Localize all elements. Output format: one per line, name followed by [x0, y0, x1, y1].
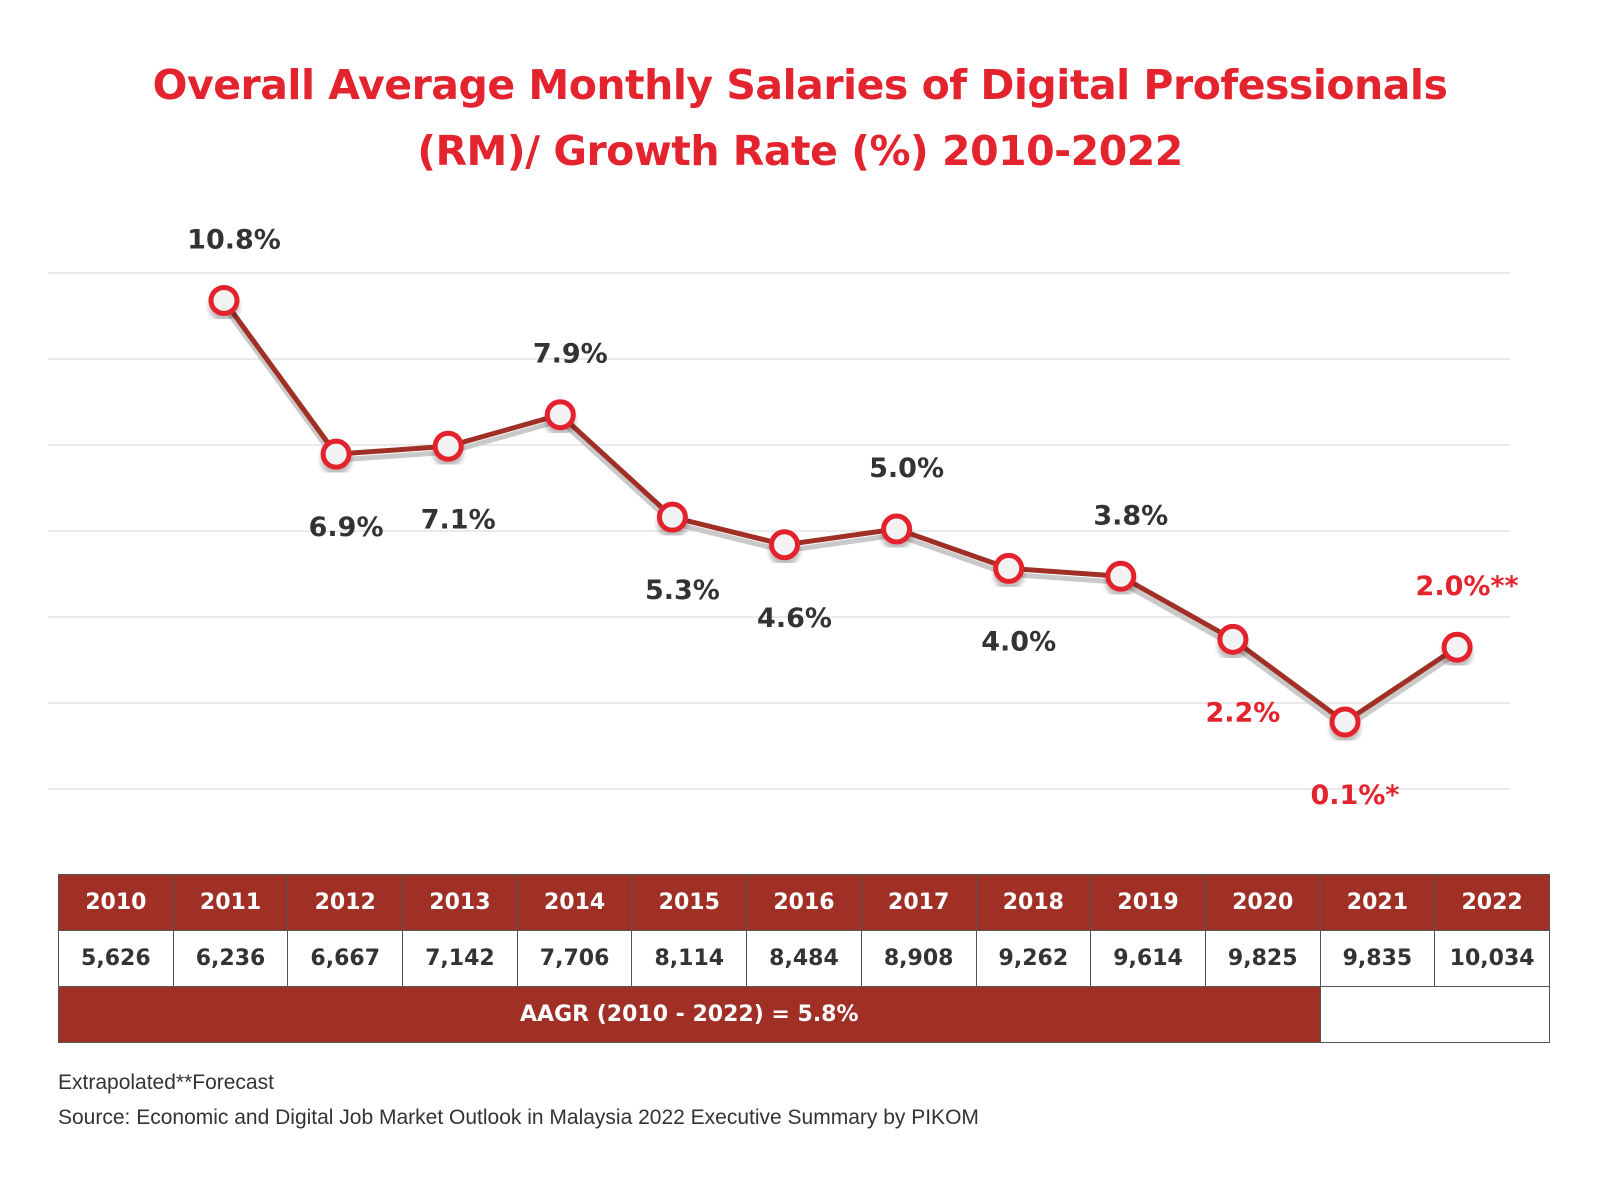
data-point-2021: [1329, 706, 1361, 738]
aagr-row: AAGR (2010 - 2022) = 5.8%: [58, 986, 1551, 1043]
years-row: 2010 2011 2012 2013 2014 2015 2016 2017 2018 2019…: [58, 874, 1550, 931]
salary-cell-2022: 10,034: [1434, 930, 1550, 987]
year-cell-2014: 2014: [516, 874, 633, 931]
year-cell-2021: 2021: [1319, 874, 1436, 931]
data-point-2017: [881, 513, 913, 545]
salary-cell-2011: 6,236: [172, 930, 289, 987]
series-line: [221, 299, 1459, 725]
data-point-2012: [320, 438, 352, 470]
salary-cell-2021: 9,835: [1319, 930, 1436, 987]
chart-title: Overall Average Monthly Salaries of Digi…: [0, 52, 1600, 184]
series-layer: [208, 284, 1473, 738]
data-label-2011: 10.8%: [187, 224, 281, 255]
salaries-row: 5,626 6,236 6,667 7,142 7,706 8,114 8,484 8,908…: [58, 930, 1550, 987]
salary-cell-2017: 8,908: [860, 930, 977, 987]
blank-cell: [1319, 986, 1551, 1043]
year-cell-2013: 2013: [402, 874, 518, 931]
year-cell-2018: 2018: [975, 874, 1092, 931]
data-point-2018: [993, 552, 1025, 584]
data-labels: 10.8% 6.9% 7.1% 7.9% 5.3% 4.6% 5.0% 4.0% 3.8% 2.2…: [187, 224, 1518, 811]
source-note: Source: Economic and Digital Job Market …: [58, 1106, 979, 1129]
year-cell-2011: 2011: [172, 874, 289, 931]
data-point-2013: [432, 430, 464, 462]
data-point-2016: [769, 529, 800, 561]
data-point-2015: [656, 501, 688, 533]
salary-cell-2019: 9,614: [1090, 930, 1206, 987]
data-point-2020: [1217, 623, 1249, 655]
data-label-2012: 6.9%: [309, 512, 384, 543]
data-label-2021: 0.1%*: [1310, 780, 1399, 811]
growth-rate-line-chart: 10.8% 6.9% 7.1% 7.9% 5.3% 4.6% 5.0% 4.0% 3.8% 2.2…: [48, 224, 1519, 811]
year-cell-2019: 2019: [1090, 874, 1206, 931]
data-point-2022: [1441, 631, 1473, 663]
year-cell-2017: 2017: [860, 874, 977, 931]
data-label-2015: 5.3%: [645, 575, 720, 606]
title-line-1: Overall Average Monthly Salaries of Digi…: [152, 61, 1448, 109]
data-label-2014: 7.9%: [533, 339, 608, 370]
data-label-2018: 4.0%: [981, 626, 1056, 657]
salary-cell-2012: 6,667: [287, 930, 404, 987]
salary-cell-2010: 5,626: [58, 930, 174, 987]
data-label-2013: 7.1%: [421, 504, 496, 535]
data-point-2014: [544, 399, 576, 431]
year-cell-2020: 2020: [1204, 874, 1321, 931]
salary-cell-2013: 7,142: [402, 930, 518, 987]
data-point-2011: [208, 284, 240, 316]
title-line-2: (RM)/ Growth Rate (%) 2010-2022: [417, 127, 1183, 175]
year-cell-2015: 2015: [631, 874, 748, 931]
data-label-2016: 4.6%: [757, 603, 832, 634]
year-cell-2016: 2016: [746, 874, 862, 931]
salary-cell-2018: 9,262: [975, 930, 1092, 987]
salary-cell-2020: 9,825: [1204, 930, 1321, 987]
gridlines: [48, 272, 1510, 790]
salary-cell-2015: 8,114: [631, 930, 748, 987]
data-label-2019: 3.8%: [1093, 500, 1168, 531]
salary-cell-2016: 8,484: [746, 930, 862, 987]
data-label-2020: 2.2%: [1205, 697, 1280, 728]
salary-cell-2014: 7,706: [516, 930, 633, 987]
salary-table: 2010 2011 2012 2013 2014 2015 2016 2017 2018 2019…: [58, 874, 1551, 1043]
data-label-2017: 5.0%: [869, 453, 944, 484]
data-point-2019: [1105, 560, 1137, 592]
data-label-2022: 2.0%**: [1416, 571, 1519, 602]
aagr-cell: AAGR (2010 - 2022) = 5.8%: [58, 986, 1321, 1043]
year-cell-2012: 2012: [287, 874, 404, 931]
year-cell-2022: 2022: [1434, 874, 1550, 931]
footnote: Extrapolated**Forecast: [58, 1071, 274, 1094]
series-line-shadow: [221, 305, 1459, 732]
year-cell-2010: 2010: [58, 874, 174, 931]
